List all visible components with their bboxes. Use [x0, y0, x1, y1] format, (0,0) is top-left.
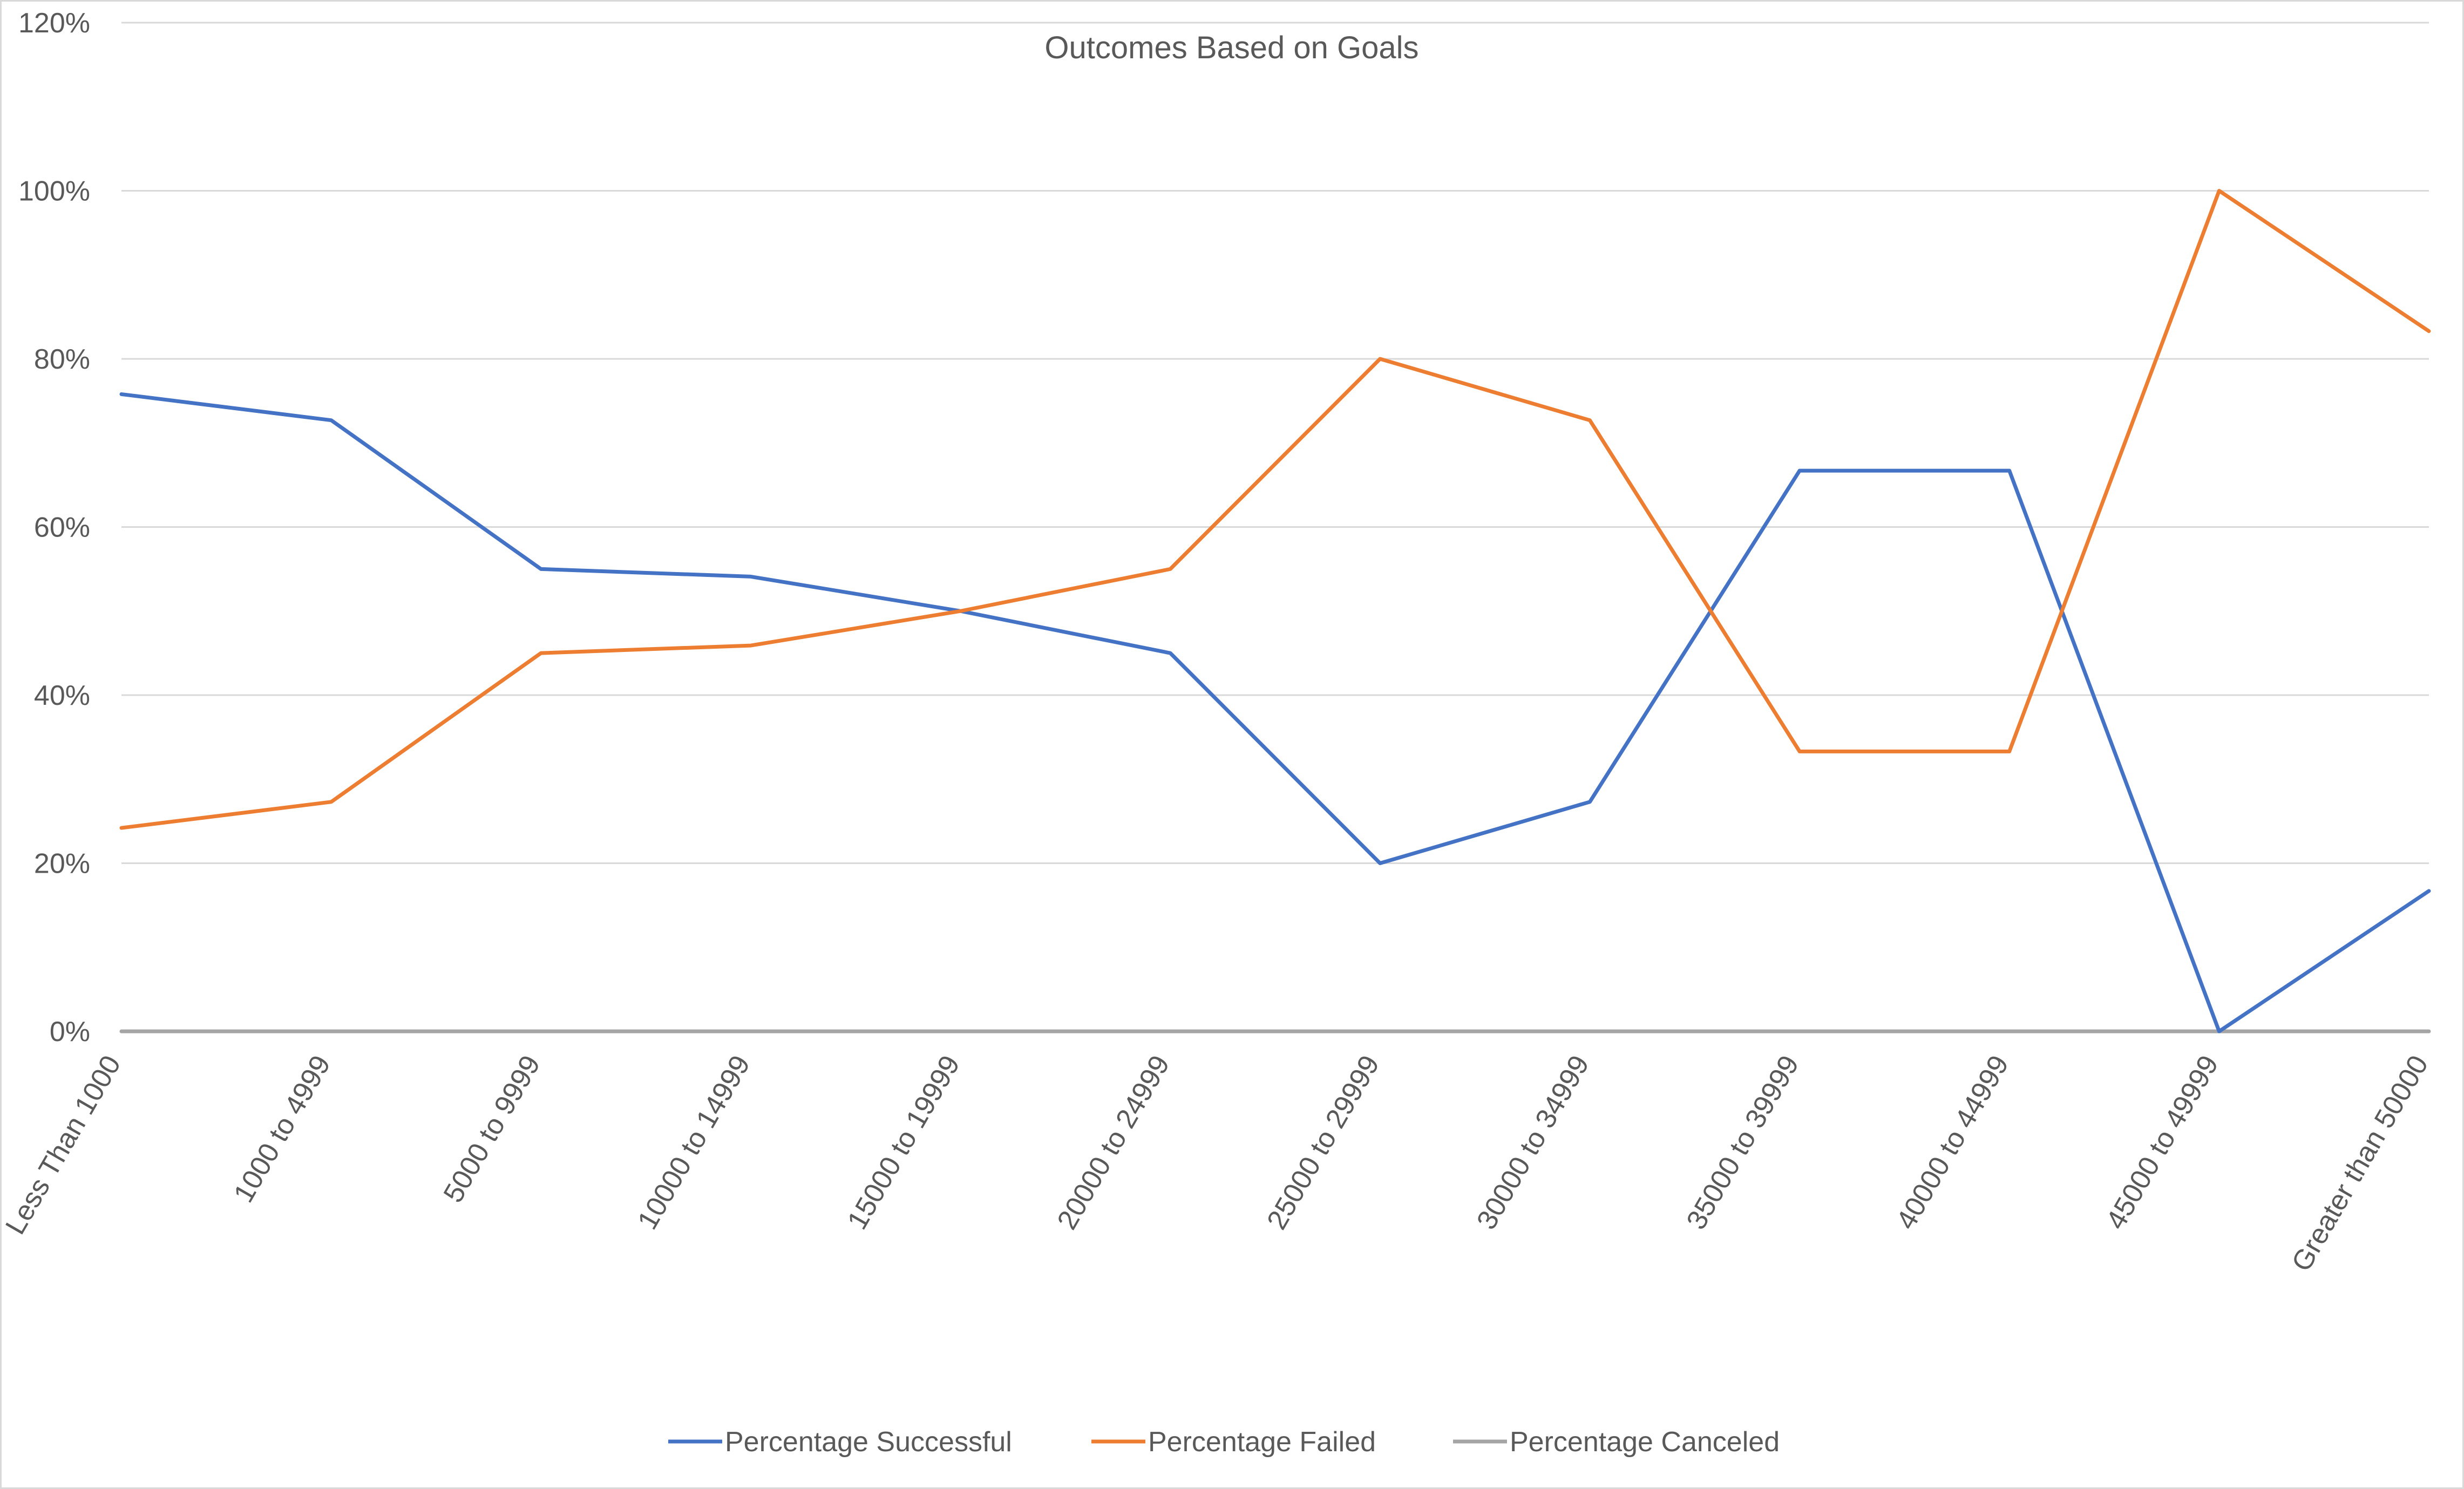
- series-line-failed: [119, 189, 2431, 830]
- y-tick-label: 100%: [18, 176, 90, 207]
- x-tick-label: 40000 to 44999: [1890, 1050, 2015, 1235]
- x-tick-label: 15000 to 19999: [841, 1050, 966, 1235]
- chart-title: Outcomes Based on Goals: [1044, 30, 1418, 65]
- x-tick-label: 20000 to 24999: [1051, 1050, 1176, 1235]
- series-line-successful: [119, 392, 2431, 1034]
- y-axis-ticks: 0% 20% 40% 60% 80% 100% 120%: [18, 8, 90, 1048]
- legend-label: Percentage Canceled: [1510, 1426, 1780, 1458]
- y-tick-label: 60%: [34, 512, 90, 543]
- x-tick-label: 45000 to 49999: [2100, 1050, 2225, 1235]
- x-tick-label: Less Than 1000: [0, 1050, 127, 1240]
- legend-label: Percentage Failed: [1148, 1426, 1376, 1458]
- series-lines: [119, 189, 2431, 1034]
- x-tick-label: 25000 to 29999: [1261, 1050, 1386, 1235]
- x-tick-label: 35000 to 39999: [1681, 1050, 1805, 1235]
- x-tick-label: 30000 to 34999: [1471, 1050, 1596, 1235]
- x-axis-ticks: Less Than 1000 1000 to 4999 5000 to 9999 10…: [0, 1050, 2434, 1277]
- y-tick-label: 20%: [34, 848, 90, 880]
- x-tick-label: 1000 to 4999: [228, 1050, 337, 1208]
- legend: Percentage Successful Percentage Failed Pe…: [668, 1426, 1780, 1458]
- gridlines: [121, 22, 2429, 1032]
- y-tick-label: 80%: [34, 344, 90, 375]
- y-tick-label: 40%: [34, 680, 90, 711]
- y-tick-label: 120%: [18, 8, 90, 39]
- y-tick-label: 0%: [50, 1016, 90, 1048]
- x-tick-label: 10000 to 14999: [632, 1050, 756, 1235]
- x-tick-label: Greater than 50000: [2286, 1050, 2435, 1277]
- x-tick-label: 5000 to 9999: [438, 1050, 547, 1208]
- legend-label: Percentage Successful: [725, 1426, 1012, 1458]
